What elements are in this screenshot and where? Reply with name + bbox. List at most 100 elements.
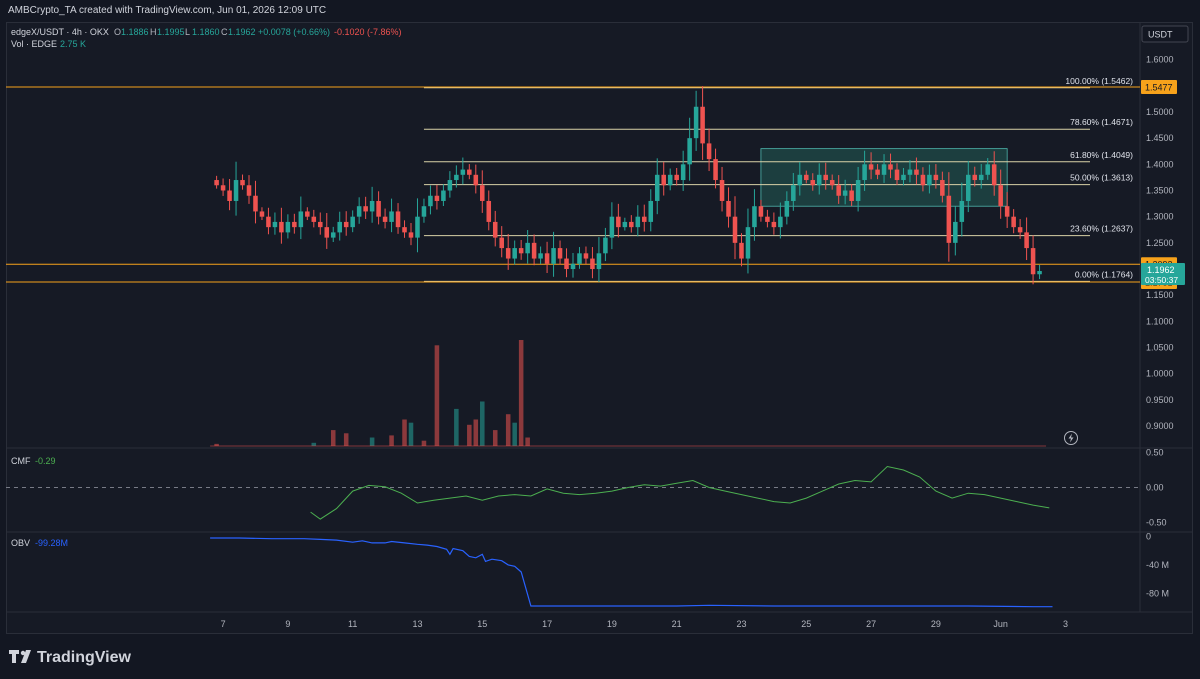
candle-body[interactable]	[590, 258, 595, 270]
volume-bar[interactable]	[512, 422, 517, 446]
candle-body[interactable]	[408, 232, 414, 238]
candle-body[interactable]	[713, 159, 718, 181]
volume-bar[interactable]	[434, 345, 440, 446]
volume-bar[interactable]	[343, 433, 349, 446]
candle-body[interactable]	[654, 174, 660, 201]
candle-body[interactable]	[966, 174, 971, 201]
candle-body[interactable]	[791, 185, 796, 201]
candle-body[interactable]	[758, 206, 764, 217]
candle-body[interactable]	[648, 200, 654, 222]
candle-body[interactable]	[454, 174, 459, 181]
candle-body[interactable]	[356, 206, 362, 217]
candle-body[interactable]	[305, 211, 310, 217]
candle-body[interactable]	[505, 248, 511, 259]
candle-body[interactable]	[473, 174, 479, 186]
candle-body[interactable]	[311, 216, 317, 222]
candle-body[interactable]	[622, 221, 628, 228]
candle-body[interactable]	[642, 216, 647, 222]
candle-body[interactable]	[402, 227, 407, 233]
candle-body[interactable]	[441, 190, 446, 201]
candle-body[interactable]	[667, 174, 673, 186]
candle-body[interactable]	[1017, 227, 1023, 233]
candle-body[interactable]	[531, 242, 537, 259]
candle-body[interactable]	[434, 195, 440, 201]
candle-body[interactable]	[991, 164, 997, 186]
candle-body[interactable]	[635, 216, 641, 228]
candle-body[interactable]	[829, 180, 835, 186]
candle-body[interactable]	[1024, 232, 1029, 249]
candle-body[interactable]	[246, 185, 252, 196]
candle-body[interactable]	[978, 174, 984, 181]
candle-body[interactable]	[1011, 216, 1016, 228]
candle-body[interactable]	[525, 242, 530, 254]
candle-body[interactable]	[1030, 248, 1036, 275]
candle-body[interactable]	[959, 200, 965, 222]
candle-body[interactable]	[849, 190, 854, 201]
candle-body[interactable]	[564, 258, 569, 270]
candle-body[interactable]	[577, 253, 582, 264]
candle-body[interactable]	[739, 242, 744, 259]
candle-body[interactable]	[862, 164, 867, 181]
candle-body[interactable]	[888, 164, 893, 170]
candle-body[interactable]	[661, 174, 666, 186]
candle-body[interactable]	[752, 206, 757, 228]
candle-body[interactable]	[804, 174, 809, 181]
candle-body[interactable]	[603, 237, 608, 254]
candle-body[interactable]	[933, 174, 939, 181]
candle-body[interactable]	[330, 232, 336, 238]
candle-body[interactable]	[726, 200, 731, 217]
candle-body[interactable]	[920, 174, 926, 186]
cmf-pane[interactable]: 0.50 0.00 -0.50	[6, 448, 1167, 528]
candle-body[interactable]	[629, 221, 634, 228]
volume-bar[interactable]	[518, 340, 524, 446]
volume-bar[interactable]	[214, 443, 219, 446]
candle-body[interactable]	[395, 211, 401, 228]
candle-body[interactable]	[518, 248, 524, 254]
candle-body[interactable]	[382, 216, 388, 222]
time-axis[interactable]: 7 9 11 13 15 17 19 21 23 25 27 29 Jun 3	[221, 619, 1068, 629]
candle-body[interactable]	[570, 263, 576, 270]
candle-body[interactable]	[894, 169, 900, 181]
candle-body[interactable]	[816, 174, 822, 186]
candle-body[interactable]	[253, 195, 258, 212]
volume-bar[interactable]	[492, 430, 498, 446]
volume-bar[interactable]	[369, 437, 375, 446]
symbol-title[interactable]: edgeX/USDT · 4h · OKX	[11, 27, 109, 37]
volume-bar[interactable]	[402, 419, 407, 447]
candle-body[interactable]	[480, 185, 485, 201]
last-price-tag[interactable]	[1141, 263, 1185, 286]
volume-bar[interactable]	[467, 424, 472, 446]
candle-body[interactable]	[428, 195, 433, 207]
candle-body[interactable]	[719, 180, 725, 201]
candle-body[interactable]	[810, 180, 816, 186]
candle-body[interactable]	[901, 174, 906, 181]
candle-body[interactable]	[907, 169, 913, 175]
candle-body[interactable]	[376, 200, 381, 217]
candle-body[interactable]	[499, 237, 504, 249]
volume-bar[interactable]	[311, 442, 317, 446]
cmf-line[interactable]	[310, 465, 1050, 520]
candle-body[interactable]	[447, 180, 453, 191]
candle-body[interactable]	[369, 200, 375, 212]
cmf-title[interactable]: CMF	[11, 456, 31, 466]
candle-body[interactable]	[914, 169, 919, 175]
price-pane[interactable]: 1.65001.60001.55001.50001.45001.40001.35…	[6, 28, 1185, 447]
candle-body[interactable]	[337, 221, 342, 233]
candle-body[interactable]	[946, 195, 952, 243]
volume-title[interactable]: Vol · EDGE	[11, 39, 57, 49]
candle-body[interactable]	[363, 206, 368, 212]
volume-bar[interactable]	[505, 414, 511, 446]
candle-body[interactable]	[551, 248, 556, 264]
candle-body[interactable]	[596, 253, 602, 270]
obv-line[interactable]	[210, 537, 1053, 608]
candle-body[interactable]	[266, 216, 271, 228]
candle-body[interactable]	[279, 221, 284, 233]
candle-body[interactable]	[732, 216, 738, 243]
volume-bar[interactable]	[389, 435, 394, 446]
volume-bar[interactable]	[454, 408, 459, 446]
candle-body[interactable]	[693, 106, 699, 139]
candle-body[interactable]	[797, 174, 803, 186]
candle-body[interactable]	[784, 200, 790, 217]
candle-body[interactable]	[616, 216, 621, 228]
